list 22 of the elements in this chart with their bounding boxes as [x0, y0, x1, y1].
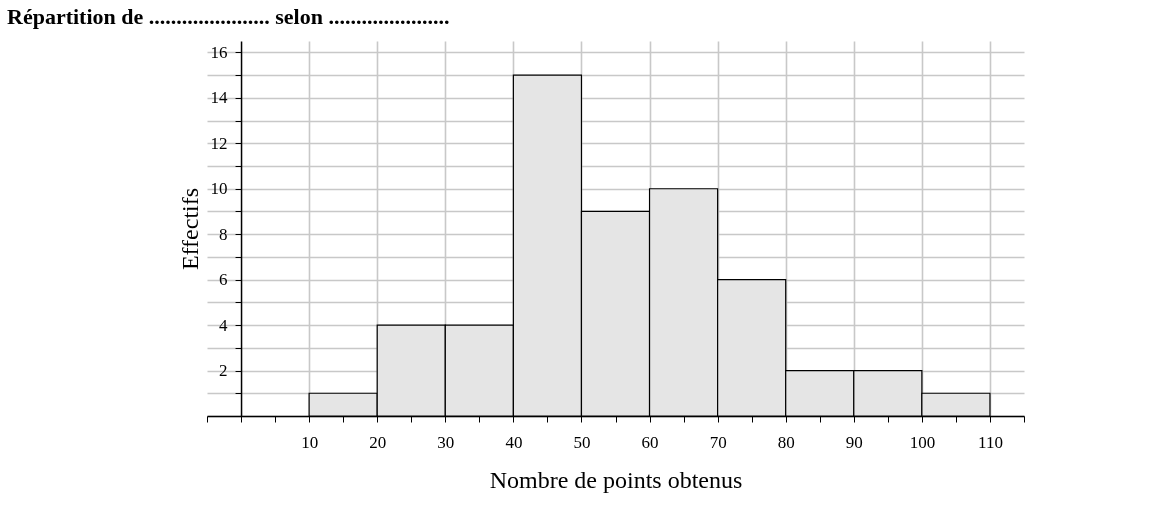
y-tick-label: 4 [219, 315, 229, 335]
y-tick-label: 10 [210, 179, 228, 199]
y-tick-label: 16 [210, 42, 228, 62]
x-tick-label: 50 [573, 432, 591, 452]
x-tick-label: 70 [709, 432, 727, 452]
chart-title: Répartition de ...................... selon ...................... [7, 4, 450, 29]
y-tick-label: 2 [219, 361, 228, 381]
x-axis-title: Nombre de points obtenus [489, 466, 743, 493]
x-tick-label: 100 [909, 432, 936, 452]
y-tick-label: 14 [210, 88, 229, 108]
y-tick-label: 6 [219, 270, 228, 290]
x-tick-label: 30 [437, 432, 455, 452]
y-axis-title: Effectifs [176, 187, 203, 271]
x-tick-label: 40 [505, 432, 523, 452]
x-tick-label: 90 [845, 432, 863, 452]
x-tick-label: 20 [369, 432, 387, 452]
x-tick-label: 80 [777, 432, 795, 452]
x-tick-label: 60 [641, 432, 659, 452]
x-tick-label: 110 [978, 432, 1003, 452]
x-tick-label: 10 [301, 432, 319, 452]
y-tick-label: 12 [210, 133, 228, 153]
y-tick-label: 8 [219, 224, 228, 244]
